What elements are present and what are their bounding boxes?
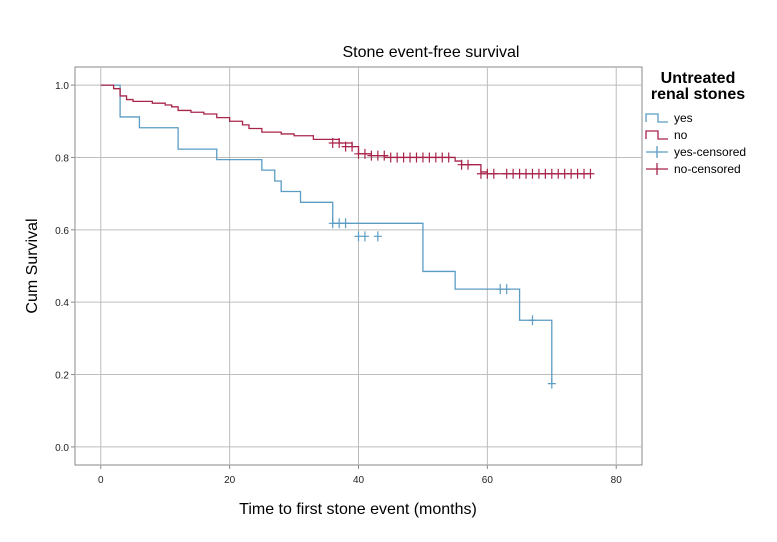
km-chart: Stone event-free survival 0 20 40 60 80 0.00… bbox=[0, 0, 777, 542]
x-tick-label: 40 bbox=[353, 475, 365, 486]
x-axis-label: Time to first stone event (months) bbox=[239, 501, 477, 518]
y-tick-label: 0.6 bbox=[55, 226, 69, 237]
plot-area: 0 20 40 60 80 0.0 0.2 0.4 0.6 0.8 1.0 bbox=[55, 67, 642, 486]
x-tick-label: 60 bbox=[482, 475, 494, 486]
x-tick-label: 0 bbox=[98, 475, 104, 486]
y-axis-label: Cum Survival bbox=[24, 218, 41, 313]
legend-label: yes bbox=[674, 111, 693, 125]
y-tick-label: 1.0 bbox=[55, 81, 69, 92]
y-tick-label: 0.8 bbox=[55, 153, 69, 164]
legend-swatch-yes-censored bbox=[646, 146, 668, 158]
legend-title-line-2: renal stones bbox=[651, 86, 745, 103]
legend: Untreated renal stones yes no yes-censored… bbox=[646, 70, 746, 176]
legend-swatch-no-censored bbox=[646, 163, 668, 175]
legend-item-yes: yes bbox=[646, 111, 693, 125]
legend-label: yes-censored bbox=[674, 145, 746, 159]
y-tick-labels: 0.0 0.2 0.4 0.6 0.8 1.0 bbox=[55, 81, 75, 454]
legend-item-no: no bbox=[646, 128, 688, 142]
legend-label: no bbox=[674, 128, 688, 142]
legend-swatch-yes bbox=[646, 114, 668, 122]
legend-title-line-1: Untreated bbox=[661, 70, 736, 87]
legend-items: yes no yes-censored no-censored bbox=[646, 111, 746, 176]
legend-label: no-censored bbox=[674, 162, 741, 176]
x-tick-label: 80 bbox=[611, 475, 623, 486]
legend-item-yes-censored: yes-censored bbox=[646, 145, 746, 159]
x-tick-labels: 0 20 40 60 80 bbox=[98, 465, 622, 486]
y-tick-label: 0.2 bbox=[55, 371, 69, 382]
y-tick-label: 0.0 bbox=[55, 443, 69, 454]
legend-swatch-no bbox=[646, 131, 668, 139]
chart-title: Stone event-free survival bbox=[343, 44, 520, 61]
y-tick-label: 0.4 bbox=[55, 298, 69, 309]
x-tick-label: 20 bbox=[224, 475, 236, 486]
legend-item-no-censored: no-censored bbox=[646, 162, 741, 176]
